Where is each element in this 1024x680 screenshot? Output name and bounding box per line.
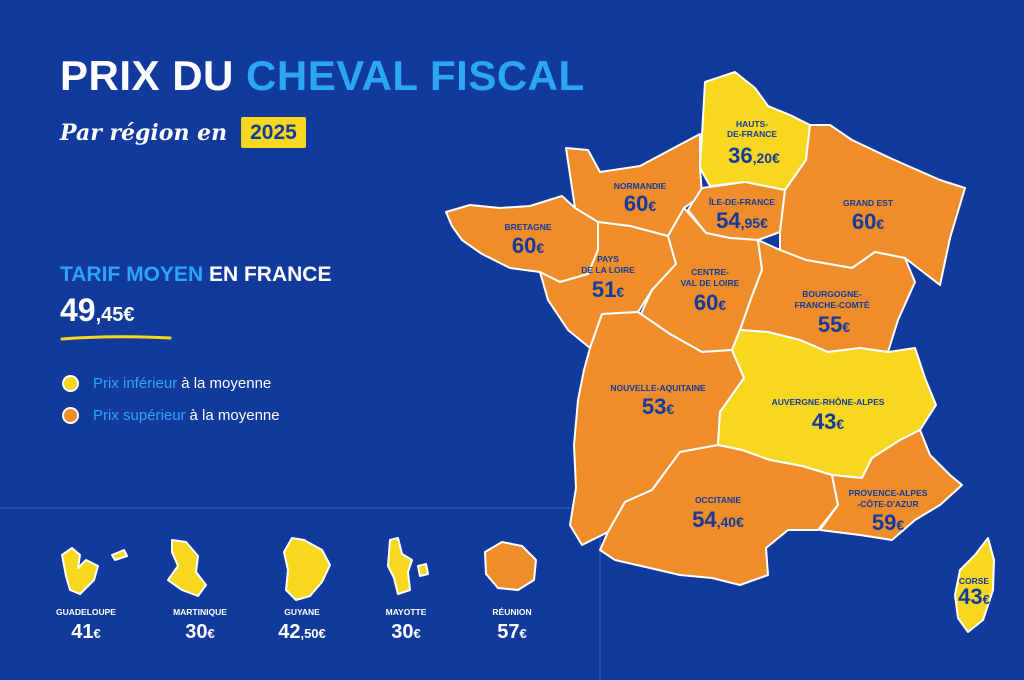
region-name: CORSE xyxy=(959,576,990,586)
overseas-label-guyane: GUYANE 42,50€ xyxy=(278,607,326,643)
legend: Prix inférieur à la moyenne Prix supérie… xyxy=(62,372,280,436)
region-name: OCCITANIE xyxy=(695,495,741,505)
region-occitanie xyxy=(599,444,839,586)
average-label-part1: TARIF MOYEN xyxy=(60,263,204,286)
page-title: PRIX DU CHEVAL FISCAL xyxy=(60,52,585,100)
overseas-value: 57€ xyxy=(497,621,526,643)
region-name: BRETAGNE xyxy=(504,222,551,232)
map-mayotte-island xyxy=(417,563,429,577)
overseas-name: RÉUNION xyxy=(492,607,531,617)
legend-item-above: Prix supérieur à la moyenne xyxy=(62,404,280,426)
region-value: 54,40€ xyxy=(692,507,744,532)
legend-below-rest: à la moyenne xyxy=(181,374,272,392)
subtitle-text: Par région en xyxy=(60,119,228,146)
overseas-label-martinique: MARTINIQUE 30€ xyxy=(173,607,227,643)
region-label-pays-de-la-loire: PAYS DE LA LOIRE 51€ xyxy=(581,254,635,302)
region-name: HAUTS- xyxy=(736,119,768,129)
overseas-name: GUADELOUPE xyxy=(56,607,116,617)
overseas-label-guadeloupe: GUADELOUPE 41€ xyxy=(56,607,116,643)
region-label-provence-alpes-cote-dazur: PROVENCE-ALPES -CÔTE-D'AZUR 59€ xyxy=(849,488,928,535)
legend-item-below: Prix inférieur à la moyenne xyxy=(62,372,280,394)
region-name: PAYS xyxy=(597,254,619,264)
region-value: 55€ xyxy=(818,312,850,337)
region-label-nouvelle-aquitaine: NOUVELLE-AQUITAINE 53€ xyxy=(610,383,706,419)
region-name: NORMANDIE xyxy=(614,181,667,191)
map-guadeloupe xyxy=(61,547,99,595)
region-label-normandie: NORMANDIE 60€ xyxy=(614,181,667,216)
region-label-hauts-de-france: HAUTS- DE-FRANCE 36,20€ xyxy=(727,119,780,168)
region-name: VAL DE LOIRE xyxy=(681,278,740,288)
overseas-name: MARTINIQUE xyxy=(173,607,227,617)
region-label-auvergne-rhone-alpes: AUVERGNE-RHÔNE-ALPES 43€ xyxy=(772,396,885,434)
map-mayotte xyxy=(387,537,413,595)
region-name: AUVERGNE-RHÔNE-ALPES xyxy=(772,396,885,407)
average-label: TARIF MOYEN EN FRANCE xyxy=(60,263,331,287)
region-value: 60€ xyxy=(852,209,884,234)
region-name: DE-FRANCE xyxy=(727,129,777,139)
region-label-grand-est: GRAND EST 60€ xyxy=(843,198,894,234)
region-label-bourgogne-franche-comte: BOURGOGNE- FRANCHE-COMTÉ 55€ xyxy=(794,289,869,337)
region-name: CENTRE- xyxy=(691,267,729,277)
region-label-centre-val-de-loire: CENTRE- VAL DE LOIRE 60€ xyxy=(681,267,740,315)
region-value: 54,95€ xyxy=(716,208,768,233)
title-part2: CHEVAL FISCAL xyxy=(246,52,585,99)
legend-above-highlight: Prix supérieur xyxy=(93,406,186,424)
region-value: 51€ xyxy=(592,277,624,302)
overseas-value: 42,50€ xyxy=(278,621,326,643)
year-badge: 2025 xyxy=(241,117,306,148)
region-value: 43€ xyxy=(958,584,990,609)
region-value: 36,20€ xyxy=(728,143,780,168)
region-value: 43€ xyxy=(812,409,844,434)
legend-above-rest: à la moyenne xyxy=(189,406,280,424)
region-provence-alpes-cote-dazur xyxy=(819,429,963,541)
overseas-name: MAYOTTE xyxy=(386,607,427,617)
region-value: 60€ xyxy=(624,191,656,216)
region-value: 53€ xyxy=(642,394,674,419)
map-guyane xyxy=(283,537,331,601)
region-label-corse: CORSE 43€ xyxy=(958,576,990,609)
map-martinique xyxy=(167,539,207,597)
title-part1: PRIX DU xyxy=(60,52,234,99)
region-name: -CÔTE-D'AZUR xyxy=(857,498,918,509)
map-reunion xyxy=(484,541,537,591)
map-guadeloupe-island xyxy=(111,549,128,561)
region-value: 60€ xyxy=(694,290,726,315)
legend-dot-orange xyxy=(62,406,79,424)
overseas-label-mayotte: MAYOTTE 30€ xyxy=(386,607,427,643)
region-name: ÎLE-DE-FRANCE xyxy=(708,196,775,207)
region-label-bretagne: BRETAGNE 60€ xyxy=(504,222,551,258)
overseas-name: GUYANE xyxy=(284,607,320,617)
average-value-int: 49 xyxy=(60,292,96,328)
overseas-value: 41€ xyxy=(71,621,100,643)
region-name: DE LA LOIRE xyxy=(581,265,635,275)
legend-below-highlight: Prix inférieur xyxy=(93,374,178,392)
overseas-label-reunion: RÉUNION 57€ xyxy=(492,607,531,643)
region-name: GRAND EST xyxy=(843,198,894,208)
region-corse xyxy=(954,537,995,633)
average-value-dec: ,45€ xyxy=(95,304,135,326)
region-name: NOUVELLE-AQUITAINE xyxy=(610,383,706,393)
region-value: 60€ xyxy=(512,233,544,258)
average-underline xyxy=(60,335,172,341)
region-name: PROVENCE-ALPES xyxy=(849,488,928,498)
region-name: BOURGOGNE- xyxy=(802,289,862,299)
region-value: 59€ xyxy=(872,510,904,535)
average-label-part2: EN FRANCE xyxy=(208,263,332,286)
region-label-ile-de-france: ÎLE-DE-FRANCE 54,95€ xyxy=(708,196,775,233)
legend-dot-yellow xyxy=(62,374,79,392)
region-name: FRANCHE-COMTÉ xyxy=(794,300,869,310)
overseas-value: 30€ xyxy=(185,621,214,643)
average-value: 49,45€ xyxy=(60,292,135,329)
overseas-value: 30€ xyxy=(391,621,420,643)
region-label-occitanie: OCCITANIE 54,40€ xyxy=(692,495,744,532)
subtitle: Par région en 2025 xyxy=(60,117,306,148)
